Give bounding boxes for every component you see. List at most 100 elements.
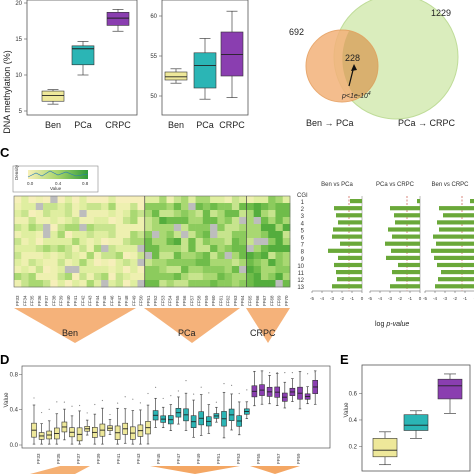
heatmap-cell	[137, 196, 146, 204]
cgi-row-9: 10	[297, 264, 304, 270]
heatmap-cell	[115, 238, 124, 246]
heatmap-sample-label-12: FF45	[102, 295, 107, 306]
d-sample-label-12: FF57	[276, 453, 281, 464]
heatmap-cell	[79, 266, 87, 274]
box-left-0	[41, 90, 65, 102]
d-sample-label-5: FF43	[136, 453, 141, 464]
d-outlier-25	[223, 383, 225, 385]
heatmap-cell	[86, 196, 95, 204]
bar-1-6	[385, 241, 420, 246]
heatmap-cell	[195, 217, 204, 225]
d-outlier-33	[284, 372, 286, 374]
heatmap-cell	[108, 231, 116, 239]
heatmap-cell	[159, 273, 167, 281]
heatmap-cell	[130, 273, 138, 281]
heatmap-cell	[282, 245, 291, 253]
heatmap-cell	[101, 231, 109, 239]
bar-0-8	[338, 255, 362, 260]
heatmap-cell	[181, 231, 189, 239]
heatmap-cell	[57, 252, 66, 260]
heatmap-cell	[253, 266, 262, 274]
heatmap-cell	[152, 238, 160, 246]
heatmap-cell	[231, 252, 240, 260]
heatmap-cell	[166, 266, 175, 274]
heatmap-cell	[246, 259, 254, 267]
heatmap-cell	[93, 217, 102, 225]
heatmap-sample-labels: FF33 FF34 FF35 FF36 FF37 FF38 FF39 FF40 FF41 FF42…	[15, 295, 289, 306]
bar-panel-title-1: PCa vs CRPC	[376, 182, 415, 188]
left-ytick-0: 20	[15, 1, 22, 7]
heatmap-cell	[35, 203, 44, 211]
heatmap-cell	[57, 217, 66, 225]
heatmap-cell	[202, 252, 211, 260]
heatmap-cell	[43, 217, 51, 225]
heatmap-cell	[50, 203, 58, 211]
heatmap-cell	[122, 273, 131, 281]
bar-xlabel: log p-value	[375, 321, 409, 328]
heatmap-cell	[275, 203, 284, 211]
heatmap-cell	[43, 245, 51, 253]
heatmap-cell	[152, 210, 160, 218]
heatmap-cell	[152, 196, 160, 204]
panel-e-frame	[361, 364, 471, 472]
heatmap-cell	[14, 203, 22, 211]
heatmap-cell	[217, 252, 225, 260]
heatmap-cell	[86, 203, 95, 211]
d-outlier-36	[307, 373, 309, 375]
heatmap-cell	[101, 273, 109, 281]
heatmap-cell	[217, 273, 225, 281]
heatmap-cell	[166, 252, 175, 260]
d-outlier-23	[208, 392, 210, 394]
d-sample-label-0: FF33	[36, 453, 41, 464]
group-label-crpc: CRPC	[250, 328, 276, 338]
d-outlier-20	[185, 379, 187, 382]
heatmap-cell	[159, 252, 167, 260]
heatmap-cell	[181, 252, 189, 260]
heatmap-cell	[64, 238, 73, 246]
heatmap-sample-label-15: FF48	[124, 295, 129, 306]
heatmap-sample-label-10: FF43	[88, 295, 93, 306]
cgi-row-5: 6	[301, 236, 305, 242]
heatmap-cell	[246, 217, 254, 225]
heatmap-cell	[57, 245, 66, 253]
heatmap-cell	[246, 266, 254, 274]
heatmap-cell	[79, 252, 87, 260]
cgi-row-1: 2	[301, 207, 305, 213]
bar-xtick-2-1: -4	[433, 296, 437, 301]
panel-d-frame	[21, 365, 331, 449]
heatmap-cell	[93, 273, 102, 281]
heatmap-cell	[35, 252, 44, 260]
heatmap-sample-label-31: FF64	[240, 295, 245, 306]
heatmap-cell	[35, 280, 44, 288]
d-outlier-35	[299, 372, 301, 374]
d-ytick-1: 0.4	[10, 408, 19, 414]
bar-1-0	[417, 199, 420, 204]
heatmap-cell	[108, 217, 116, 225]
heatmap-cell	[21, 224, 29, 232]
heatmap-grid	[13, 195, 291, 288]
bar-2-11	[438, 277, 474, 282]
heatmap-cell	[260, 273, 269, 281]
heatmap-cell	[188, 252, 196, 260]
heatmap-cell	[28, 231, 37, 239]
heatmap-cell	[64, 273, 73, 281]
heatmap-cell	[93, 210, 102, 218]
d-outlier-8	[94, 403, 96, 406]
heatmap-cell	[224, 273, 233, 281]
heatmap-cell	[35, 266, 44, 274]
heatmap-cell	[210, 196, 218, 204]
heatmap-cell	[224, 224, 233, 232]
bar-panel-title-2: Ben vs CRPC	[431, 182, 469, 188]
d-outlier-2	[48, 408, 50, 410]
heatmap-sample-label-22: FF55	[175, 295, 180, 306]
heatmap-cell	[181, 245, 189, 253]
heatmap-cell	[28, 203, 37, 211]
heatmap-cell	[101, 280, 109, 288]
right-xlabel-0: Ben	[168, 120, 184, 130]
heatmap-cell	[188, 245, 196, 253]
box-right-0	[164, 71, 188, 81]
panel-e-label: E	[340, 352, 349, 367]
d-outlier-28	[246, 389, 248, 391]
